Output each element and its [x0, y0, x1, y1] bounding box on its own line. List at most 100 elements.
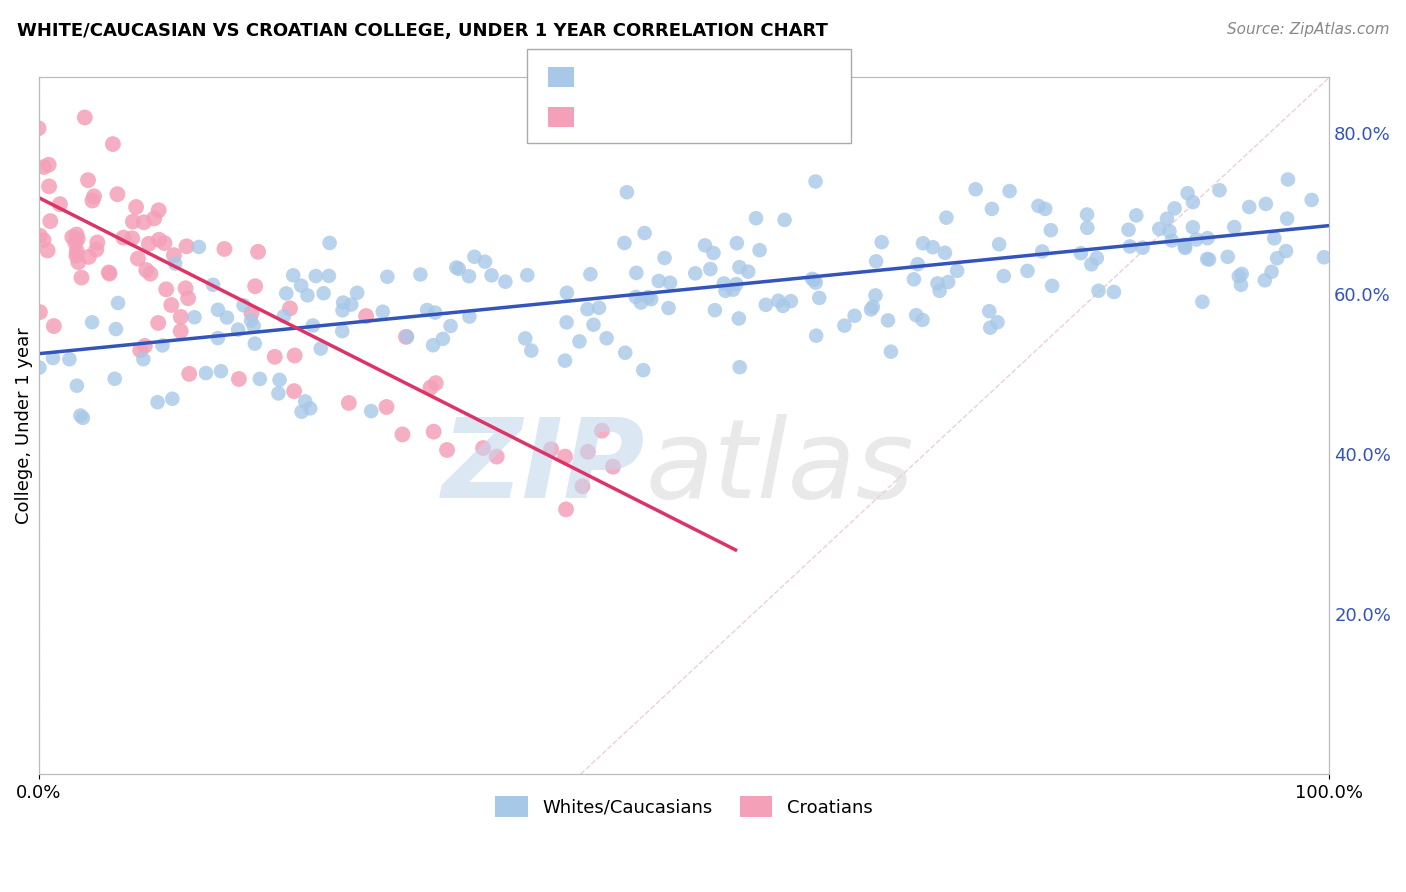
Point [725, 236, 748, 251]
Point [138, 236, 160, 251]
Point [160, 298, 183, 312]
Point [294, 394, 316, 409]
Point [299, 401, 322, 416]
Point [927, 277, 949, 291]
Point [214, 242, 236, 256]
Point [699, 262, 721, 277]
Text: -0.573: -0.573 [623, 108, 688, 126]
Text: Source: ZipAtlas.com: Source: ZipAtlas.com [1226, 22, 1389, 37]
Point [755, 298, 778, 312]
Point [395, 329, 418, 343]
Point [65, 235, 87, 250]
Point [70, 270, 93, 285]
Point [77, 173, 100, 187]
Point [174, 281, 197, 295]
Point [1070, 246, 1092, 260]
Point [1149, 222, 1171, 236]
Point [993, 268, 1015, 283]
Point [1254, 197, 1277, 211]
Point [630, 295, 652, 310]
Point [737, 265, 759, 279]
Point [432, 332, 454, 346]
Point [278, 301, 301, 316]
Text: WHITE/CAUCASIAN VS CROATIAN COLLEGE, UNDER 1 YEAR CORRELATION CHART: WHITE/CAUCASIAN VS CROATIAN COLLEGE, UND… [17, 22, 828, 40]
Point [127, 252, 149, 266]
Point [1156, 211, 1178, 226]
Point [934, 245, 956, 260]
Point [803, 273, 825, 287]
Point [135, 263, 157, 277]
Point [865, 288, 887, 302]
Point [42, 319, 65, 334]
Point [1265, 251, 1288, 265]
Point [905, 308, 928, 322]
Point [728, 260, 751, 274]
Point [82, 194, 104, 208]
Point [1227, 269, 1250, 284]
Point [1277, 172, 1299, 186]
Point [1087, 284, 1109, 298]
Point [555, 502, 578, 516]
Text: 200: 200 [713, 69, 751, 87]
Point [1181, 195, 1204, 210]
Point [865, 254, 887, 268]
Point [654, 251, 676, 265]
Point [582, 318, 605, 332]
Point [84, 243, 107, 257]
Point [804, 276, 827, 290]
Point [82, 315, 104, 329]
Point [458, 269, 481, 284]
Point [1160, 234, 1182, 248]
Point [37, 244, 59, 258]
Point [42, 351, 65, 365]
Point [554, 450, 576, 464]
Point [28, 305, 51, 319]
Point [66, 244, 89, 259]
Point [297, 288, 319, 302]
Point [28, 228, 51, 243]
Point [104, 322, 127, 336]
Point [129, 343, 152, 358]
Point [155, 282, 177, 296]
Point [554, 353, 576, 368]
Point [422, 425, 444, 439]
Point [267, 386, 290, 401]
Point [273, 309, 295, 323]
Point [1174, 241, 1197, 255]
Point [862, 300, 884, 314]
Point [73, 111, 96, 125]
Point [1125, 208, 1147, 222]
Point [226, 323, 249, 337]
Point [179, 367, 201, 381]
Point [702, 246, 724, 260]
Point [946, 264, 969, 278]
Point [1017, 264, 1039, 278]
Point [276, 286, 298, 301]
Point [65, 248, 87, 262]
Point [773, 212, 796, 227]
Point [425, 376, 447, 391]
Point [911, 236, 934, 251]
Point [194, 366, 217, 380]
Point [447, 261, 470, 276]
Point [860, 302, 883, 317]
Point [162, 392, 184, 406]
Point [247, 244, 270, 259]
Point [240, 306, 263, 320]
Point [1174, 237, 1197, 252]
Point [1159, 224, 1181, 238]
Point [148, 233, 170, 247]
Point [422, 338, 444, 352]
Point [375, 400, 398, 414]
Point [463, 250, 485, 264]
Point [395, 330, 418, 344]
Point [67, 255, 90, 269]
Point [269, 373, 291, 387]
Point [633, 226, 655, 240]
Point [1076, 207, 1098, 221]
Point [713, 277, 735, 291]
Point [624, 290, 647, 304]
Point [903, 272, 925, 286]
Text: atlas: atlas [645, 414, 914, 521]
Point [215, 310, 238, 325]
